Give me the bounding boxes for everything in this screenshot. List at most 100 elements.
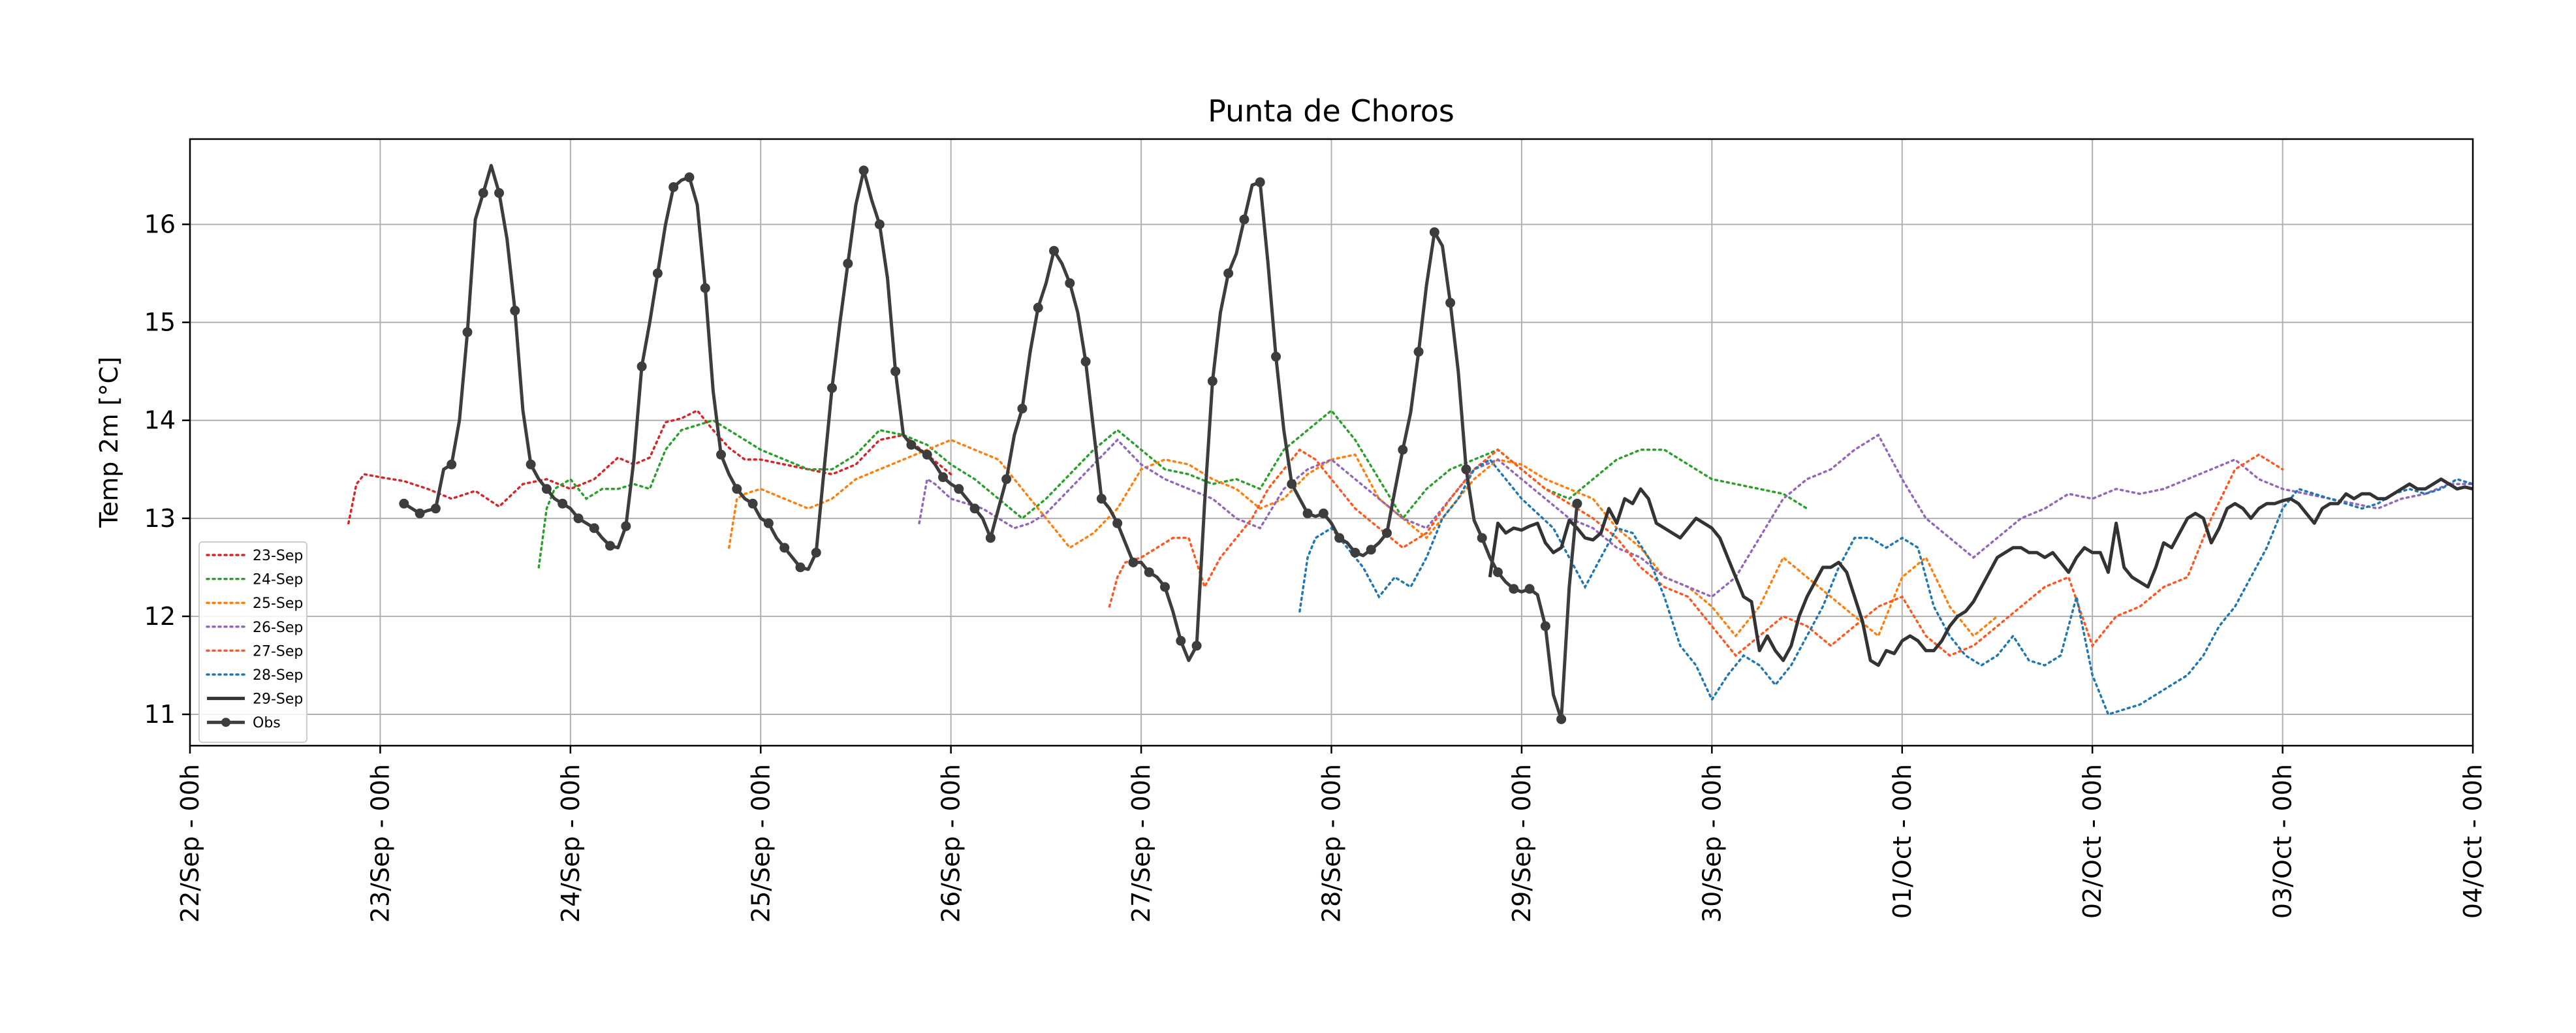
obs-point bbox=[1112, 518, 1123, 528]
obs-point bbox=[716, 449, 727, 460]
obs-point bbox=[1413, 347, 1424, 357]
obs-point bbox=[558, 498, 568, 509]
x-tick-label: 02/Oct - 00h bbox=[2078, 764, 2107, 919]
obs-point bbox=[1429, 227, 1439, 238]
obs-point bbox=[1556, 714, 1567, 724]
obs-point bbox=[1017, 404, 1028, 414]
series-line-23-sep bbox=[347, 409, 952, 525]
y-tick-label: 14 bbox=[144, 406, 176, 435]
obs-point bbox=[447, 459, 457, 469]
obs-point bbox=[1080, 357, 1091, 367]
obs-point bbox=[1509, 584, 1519, 594]
obs-point bbox=[605, 541, 616, 551]
obs-point bbox=[1334, 533, 1345, 543]
obs-point bbox=[795, 562, 806, 573]
obs-point bbox=[906, 439, 917, 450]
obs-point bbox=[858, 165, 869, 176]
obs-point bbox=[1049, 246, 1060, 256]
x-tick-label: 27/Sep - 00h bbox=[1127, 764, 1155, 923]
obs-point bbox=[1207, 376, 1217, 387]
legend-label-24-sep: 24-Sep bbox=[253, 572, 303, 588]
obs-point bbox=[1381, 528, 1392, 538]
x-tick-label: 01/Oct - 00h bbox=[1888, 764, 1917, 919]
obs-point bbox=[541, 484, 552, 494]
series-layer bbox=[347, 164, 2473, 724]
y-tick-label: 15 bbox=[144, 308, 176, 337]
obs-point bbox=[621, 521, 631, 532]
obs-point bbox=[1302, 508, 1313, 518]
y-axis: 11 12 13 14 15 16 bbox=[144, 210, 190, 729]
obs-point bbox=[874, 219, 885, 230]
obs-point bbox=[1524, 584, 1535, 594]
obs-point bbox=[1492, 567, 1503, 577]
obs-point bbox=[668, 182, 679, 193]
obs-point bbox=[1144, 567, 1154, 577]
obs-point bbox=[1065, 278, 1075, 289]
obs-point bbox=[1001, 474, 1012, 485]
obs-point bbox=[1350, 547, 1360, 558]
obs-point bbox=[843, 259, 853, 269]
legend-marker bbox=[221, 718, 230, 727]
series-line-27-sep bbox=[1108, 448, 2284, 658]
obs-point bbox=[478, 188, 488, 199]
x-tick-label: 28/Sep - 00h bbox=[1317, 764, 1346, 923]
obs-point bbox=[684, 172, 695, 183]
obs-point bbox=[1318, 508, 1328, 518]
series-line-25-sep bbox=[727, 438, 1999, 638]
obs-point bbox=[1239, 214, 1249, 225]
obs-point bbox=[954, 484, 964, 494]
obs-point bbox=[1287, 479, 1297, 489]
obs-point bbox=[1461, 464, 1471, 475]
obs-point bbox=[494, 188, 505, 199]
obs-point bbox=[747, 498, 758, 509]
obs-point bbox=[1398, 445, 1408, 455]
obs-point bbox=[1033, 302, 1043, 313]
x-tick-label: 22/Sep - 00h bbox=[176, 764, 204, 923]
obs-point bbox=[969, 503, 980, 514]
x-tick-label: 29/Sep - 00h bbox=[1507, 764, 1536, 923]
obs-point bbox=[399, 498, 409, 509]
obs-point bbox=[510, 306, 520, 316]
legend-box bbox=[198, 541, 307, 743]
x-tick-label: 03/Oct - 00h bbox=[2269, 764, 2297, 919]
obs-point bbox=[1176, 635, 1186, 646]
series-line-24-sep bbox=[537, 409, 1808, 569]
obs-point bbox=[636, 361, 647, 372]
obs-point bbox=[779, 543, 790, 553]
obs-point bbox=[462, 327, 473, 338]
grid bbox=[189, 139, 2474, 746]
obs-point bbox=[1223, 268, 1234, 279]
x-tick-label: 24/Sep - 00h bbox=[556, 764, 585, 923]
obs-point bbox=[938, 472, 949, 483]
obs-point bbox=[652, 268, 663, 279]
x-axis: 22/Sep - 00h 23/Sep - 00h 24/Sep - 00h 25/S… bbox=[176, 746, 2487, 923]
chart-title: Punta de Choros bbox=[1208, 93, 1454, 129]
x-tick-label: 25/Sep - 00h bbox=[746, 764, 775, 923]
legend-label-23-sep: 23-Sep bbox=[253, 548, 303, 564]
series-line-29-sep bbox=[1488, 477, 2473, 667]
obs-point bbox=[1271, 351, 1281, 362]
obs-point bbox=[827, 383, 838, 393]
obs-point bbox=[589, 523, 599, 533]
obs-point bbox=[1477, 533, 1487, 543]
x-tick-label: 30/Sep - 00h bbox=[1697, 764, 1726, 923]
x-tick-label: 04/Oct - 00h bbox=[2458, 764, 2487, 919]
obs-point bbox=[573, 513, 584, 524]
obs-point bbox=[732, 484, 742, 494]
obs-point bbox=[526, 459, 536, 469]
obs-point bbox=[1540, 621, 1550, 631]
obs-point bbox=[1445, 298, 1456, 308]
obs-point bbox=[1255, 177, 1265, 187]
obs-point bbox=[1128, 557, 1139, 567]
x-tick-label: 23/Sep - 00h bbox=[366, 764, 394, 923]
legend: 23-Sep 24-Sep 25-Sep 26-Sep 27-Sep 28-Sep 29-S… bbox=[198, 541, 307, 743]
legend-label-28-sep: 28-Sep bbox=[253, 667, 303, 684]
obs-point bbox=[1096, 494, 1107, 504]
obs-point bbox=[890, 366, 901, 377]
obs-point bbox=[1191, 641, 1202, 651]
legend-label-26-sep: 26-Sep bbox=[253, 620, 303, 636]
series-line-28-sep bbox=[1298, 458, 2473, 716]
y-tick-label: 11 bbox=[144, 700, 176, 729]
y-tick-label: 16 bbox=[144, 210, 176, 239]
